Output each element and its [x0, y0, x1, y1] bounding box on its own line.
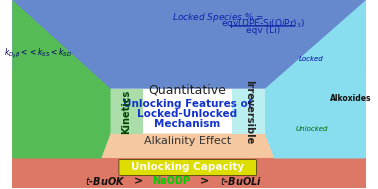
Text: Unlocking Capacity: Unlocking Capacity — [131, 163, 244, 172]
Polygon shape — [265, 134, 366, 159]
Polygon shape — [110, 89, 143, 134]
Text: Locked: Locked — [299, 56, 324, 62]
Text: Unlocked: Unlocked — [296, 125, 328, 132]
Text: Unlocking Features of: Unlocking Features of — [122, 99, 252, 109]
Polygon shape — [265, 0, 366, 188]
Text: $k_{D_\beta\beta}<<k_{SS}<k_{SD}$: $k_{D_\beta\beta}<<k_{SS}<k_{SD}$ — [5, 46, 73, 61]
Text: >: > — [134, 176, 143, 186]
Text: Irreversible: Irreversible — [244, 80, 254, 144]
Text: $t$-BuOLi: $t$-BuOLi — [220, 175, 263, 187]
Polygon shape — [110, 89, 265, 134]
Polygon shape — [101, 134, 274, 159]
Text: Mechanism: Mechanism — [154, 119, 220, 129]
Text: NaODP: NaODP — [152, 176, 191, 186]
Polygon shape — [12, 0, 366, 89]
Text: Alkoxides: Alkoxides — [330, 94, 372, 103]
Text: Quantitative: Quantitative — [148, 84, 226, 97]
Text: Alkalinity Effect: Alkalinity Effect — [144, 136, 231, 146]
Polygon shape — [12, 0, 110, 188]
Text: >: > — [200, 176, 209, 186]
Text: Locked-Unlocked: Locked-Unlocked — [137, 109, 237, 119]
Polygon shape — [12, 159, 366, 188]
Text: eqv(DPE-Si(O$i$Pr)$_3$): eqv(DPE-Si(O$i$Pr)$_3$) — [221, 17, 305, 30]
Polygon shape — [12, 134, 110, 159]
Polygon shape — [232, 89, 265, 134]
FancyBboxPatch shape — [119, 160, 257, 175]
Text: Kinetics: Kinetics — [121, 90, 132, 134]
Polygon shape — [12, 0, 110, 159]
Text: $\it{Locked\ Species\ \%}$ =: $\it{Locked\ Species\ \%}$ = — [172, 11, 264, 24]
Text: eqv (Li): eqv (Li) — [246, 26, 280, 35]
Polygon shape — [265, 0, 366, 159]
Text: $t$-BuOK: $t$-BuOK — [85, 175, 126, 187]
